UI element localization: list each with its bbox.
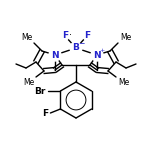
- Text: Me: Me: [21, 33, 32, 42]
- Text: Br: Br: [34, 86, 45, 95]
- Text: N: N: [93, 50, 101, 59]
- Text: B: B: [73, 43, 79, 52]
- Text: F: F: [62, 31, 68, 40]
- Text: −: −: [78, 40, 84, 48]
- Text: Me: Me: [120, 33, 131, 42]
- Circle shape: [91, 49, 103, 61]
- Text: Me: Me: [118, 78, 129, 87]
- Circle shape: [83, 32, 91, 40]
- Circle shape: [61, 32, 69, 40]
- Text: Me: Me: [23, 78, 34, 87]
- Text: N: N: [51, 50, 59, 59]
- Circle shape: [70, 42, 82, 54]
- Text: F: F: [42, 109, 48, 117]
- Text: +: +: [99, 48, 105, 54]
- Text: ·: ·: [69, 30, 71, 40]
- Text: F: F: [84, 31, 90, 40]
- Circle shape: [49, 49, 61, 61]
